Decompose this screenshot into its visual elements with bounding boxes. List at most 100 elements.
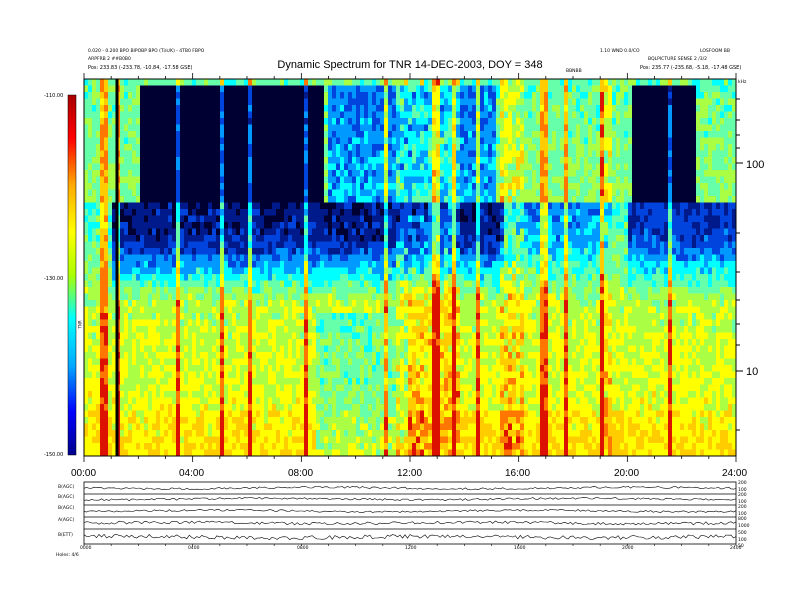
heatmap-cell: [388, 313, 393, 320]
heatmap-cell: [216, 436, 221, 444]
heatmap-cell: [252, 85, 257, 93]
heatmap-cell: [92, 241, 97, 249]
heatmap-cell: [408, 261, 413, 268]
heatmap-cell: [292, 189, 297, 197]
heatmap-cell: [112, 163, 117, 171]
heatmap-cell: [180, 98, 185, 106]
heatmap-cell: [156, 118, 161, 125]
heatmap-cell: [192, 183, 197, 190]
heatmap-cell: [336, 144, 341, 151]
heatmap-cell: [248, 293, 253, 301]
heatmap-cell: [100, 430, 105, 437]
heatmap-cell: [352, 248, 357, 255]
heatmap-cell: [368, 79, 373, 86]
heatmap-cell: [404, 196, 409, 203]
heatmap-cell: [368, 365, 373, 372]
heatmap-cell: [376, 79, 381, 86]
heatmap-cell: [212, 235, 217, 242]
heatmap-cell: [340, 248, 345, 255]
heatmap-cell: [260, 293, 265, 301]
heatmap-cell: [252, 352, 257, 359]
heatmap-cell: [100, 85, 105, 93]
heatmap-cell: [172, 280, 177, 288]
heatmap-cell: [420, 306, 425, 314]
heatmap-cell: [216, 98, 221, 106]
heatmap-cell: [404, 254, 409, 262]
heatmap-cell: [176, 332, 181, 340]
heatmap-cell: [124, 306, 129, 314]
heatmap-cell: [128, 306, 133, 314]
heatmap-cell: [96, 417, 101, 424]
heatmap-cell: [424, 222, 429, 229]
heatmap-cell: [312, 241, 317, 249]
heatmap-cell: [268, 345, 273, 353]
heatmap-cell: [320, 313, 325, 320]
heatmap-cell: [108, 423, 113, 431]
heatmap-cell: [248, 92, 253, 99]
heatmap-cell: [84, 378, 89, 385]
heatmap-cell: [228, 391, 233, 398]
heatmap-cell: [348, 319, 353, 327]
heatmap-cell: [216, 267, 221, 275]
heatmap-cell: [292, 98, 297, 106]
heatmap-cell: [400, 79, 405, 86]
heatmap-cell: [112, 274, 117, 281]
heatmap-cell: [180, 293, 185, 301]
heatmap-cell: [356, 358, 361, 366]
heatmap-cell: [136, 202, 141, 210]
heatmap-cell: [272, 417, 277, 424]
heatmap-cell: [108, 384, 113, 392]
heatmap-cell: [300, 397, 305, 405]
heatmap-cell: [180, 235, 185, 242]
heatmap-cell: [280, 157, 285, 164]
heatmap-cell: [216, 280, 221, 288]
heatmap-cell: [232, 371, 237, 379]
heatmap-cell: [168, 371, 173, 379]
heatmap-cell: [108, 176, 113, 184]
heatmap-cell: [336, 189, 341, 197]
heatmap-cell: [364, 371, 369, 379]
heatmap-cell: [260, 196, 265, 203]
heatmap-cell: [368, 254, 373, 262]
heatmap-cell: [252, 124, 257, 132]
heatmap-cell: [276, 397, 281, 405]
heatmap-cell: [248, 202, 253, 210]
heatmap-cell: [216, 235, 221, 242]
heatmap-cell: [92, 254, 97, 262]
heatmap-cell: [144, 170, 149, 177]
heatmap-cell: [324, 345, 329, 353]
heatmap-cell: [244, 358, 249, 366]
heatmap-cell: [380, 378, 385, 385]
heatmap-cell: [136, 449, 141, 457]
heatmap-cell: [124, 417, 129, 424]
heatmap-cell: [204, 371, 209, 379]
heatmap-cell: [380, 209, 385, 216]
heatmap-cell: [244, 228, 249, 236]
heatmap-cell: [160, 131, 165, 138]
heatmap-cell: [108, 378, 113, 385]
heatmap-cell: [140, 170, 145, 177]
heatmap-cell: [348, 196, 353, 203]
heatmap-cell: [260, 391, 265, 398]
heatmap-cell: [268, 326, 273, 333]
heatmap-cell: [372, 358, 377, 366]
heatmap-cell: [168, 105, 173, 112]
heatmap-cell: [140, 92, 145, 99]
heatmap-cell: [160, 430, 165, 437]
heatmap-cell: [124, 280, 129, 288]
heatmap-cell: [368, 384, 373, 392]
heatmap-cell: [344, 144, 349, 151]
heatmap-cell: [188, 287, 193, 294]
heatmap-cell: [396, 267, 401, 275]
heatmap-cell: [204, 430, 209, 437]
heatmap-cell: [88, 202, 93, 210]
heatmap-cell: [240, 352, 245, 359]
heatmap-cell: [216, 124, 221, 132]
heatmap-cell: [92, 391, 97, 398]
heatmap-cell: [244, 417, 249, 424]
heatmap-cell: [396, 176, 401, 184]
heatmap-cell: [156, 404, 161, 411]
heatmap-cell: [240, 150, 245, 158]
heatmap-cell: [384, 287, 389, 294]
heatmap-cell: [144, 222, 149, 229]
